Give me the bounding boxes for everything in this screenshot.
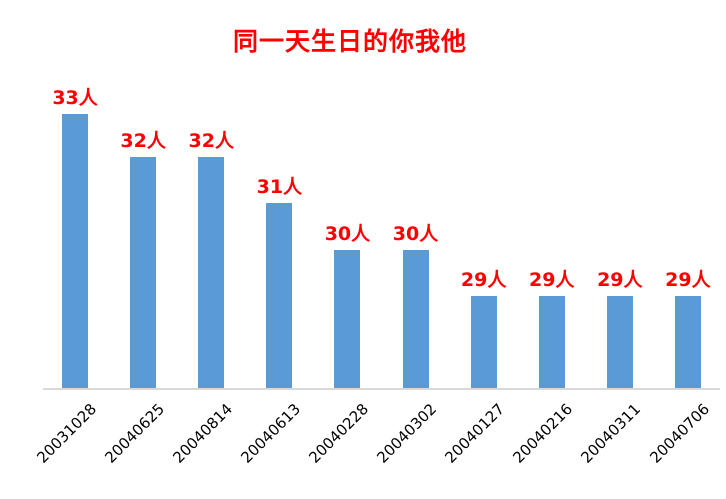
bar-value-label: 32人 [120, 130, 166, 152]
bar-value-label: 29人 [597, 269, 643, 291]
bar [130, 157, 157, 388]
x-axis-tick-label: 20040216 [509, 400, 577, 467]
x-axis-tick-label: 20040814 [169, 400, 236, 467]
bar [606, 296, 633, 388]
bar-value-label: 30人 [392, 223, 439, 245]
bar-value-label: 31人 [256, 176, 303, 198]
bar-column: 31人 20040613 [237, 88, 313, 467]
bar-value-label: 29人 [460, 269, 507, 291]
x-axis-tick-label: 20040625 [101, 400, 168, 467]
x-axis-tick-label: 20040228 [305, 400, 373, 467]
bar [470, 296, 497, 388]
x-axis-tick-label: 20040311 [577, 400, 645, 467]
plot-area: 33人 20031028 32人 20040625 32人 20040814 31人 2004… [33, 87, 722, 467]
bar [62, 114, 89, 388]
bar-column: 29人 20040127 [442, 88, 518, 467]
bar-column: 29人 20040706 [646, 88, 722, 467]
bar-value-label: 30人 [324, 223, 371, 245]
x-axis-tick-label: 20040706 [645, 400, 713, 467]
bar-value-label: 29人 [528, 269, 575, 291]
bar [198, 157, 225, 388]
x-axis-tick-label: 20040127 [441, 400, 509, 467]
bar-value-label: 33人 [52, 87, 98, 109]
x-axis-tick-label: 20040302 [373, 400, 441, 467]
bar-column: 30人 20040302 [374, 88, 449, 467]
bar-value-label: 32人 [188, 130, 234, 152]
bar [538, 296, 565, 388]
bar-column: 32人 20040814 [169, 88, 245, 467]
bar-value-label: 29人 [665, 269, 711, 291]
bar-column: 29人 20040311 [578, 88, 654, 467]
bar-column: 33人 20031028 [33, 87, 109, 467]
bar [402, 250, 429, 388]
x-axis-tick-label: 20040613 [237, 400, 305, 467]
bar-column: 32人 20040625 [101, 88, 177, 467]
x-axis-tick-label: 20031028 [33, 400, 100, 467]
bar [674, 296, 701, 388]
chart-title: 同一天生日的你我他 [232, 27, 467, 56]
bar-column: 29人 20040216 [510, 88, 586, 467]
bar-column: 30人 20040228 [305, 88, 381, 467]
bar [334, 250, 361, 388]
x-axis-line [43, 388, 720, 390]
bar [266, 203, 293, 388]
